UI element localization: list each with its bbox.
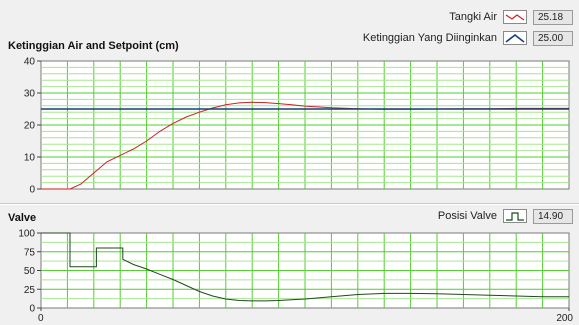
y-tick-label: 20 <box>24 121 36 132</box>
legend-item-setpoint: Ketinggian Yang Diinginkan 25.00 <box>363 29 573 47</box>
y-tick-label: 25 <box>24 285 36 296</box>
y-tick-label: 50 <box>24 266 36 277</box>
setpoint-value: 25.00 <box>533 30 573 46</box>
legend-label-posisi-valve: Posisi Valve <box>437 210 497 222</box>
series-line-posisi-valve <box>41 232 569 302</box>
step-line-swatch-icon[interactable] <box>503 209 527 223</box>
x-tick-label: 0 <box>38 313 44 324</box>
y-tick-label: 30 <box>24 89 36 100</box>
water-level-chart-title: Ketinggian Air and Setpoint (cm) <box>8 40 179 52</box>
legend-label-tangki-air: Tangki Air <box>449 11 497 23</box>
valve-chart-title: Valve <box>8 212 37 224</box>
y-tick-label: 40 <box>24 57 36 68</box>
water-level-plot: 0 10 20 30 40 <box>24 57 570 196</box>
y-tick-label: 10 <box>24 153 36 164</box>
legend-item-tangki-air: Tangki Air 25.18 <box>449 8 573 26</box>
water-level-chart-panel: Tangki Air 25.18 Ketinggian Yang Diingin… <box>0 0 579 204</box>
valve-plot: 0 25 50 75 100 0 200 <box>18 229 573 325</box>
legend-item-posisi-valve: Posisi Valve 14.90 <box>438 207 573 225</box>
y-tick-label: 100 <box>18 229 35 240</box>
y-tick-label: 75 <box>24 247 36 258</box>
legend-label-setpoint: Ketinggian Yang Diinginkan <box>362 32 497 44</box>
valve-chart-panel: Valve Posisi Valve 14.90 0 25 50 75 100 0 200 <box>0 205 579 325</box>
blue-line-swatch-icon[interactable] <box>503 31 527 45</box>
x-tick-label: 200 <box>556 313 573 324</box>
red-line-swatch-icon[interactable] <box>503 10 527 24</box>
y-tick-label: 0 <box>29 185 35 196</box>
y-tick-label: 0 <box>29 304 35 315</box>
posisi-valve-value: 14.90 <box>533 208 573 224</box>
tangki-air-value: 25.18 <box>533 9 573 25</box>
